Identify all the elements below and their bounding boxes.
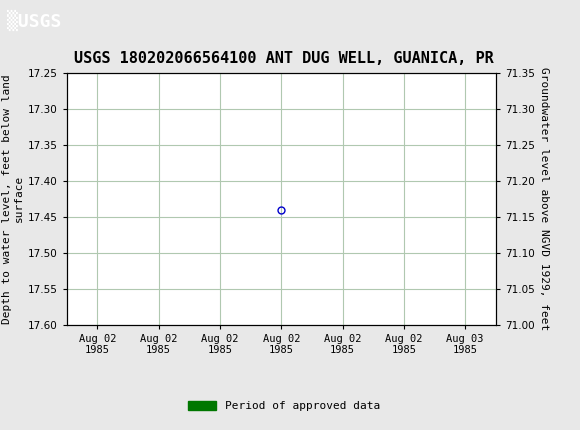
Legend: Period of approved data: Period of approved data [184,396,385,416]
Text: USGS 180202066564100 ANT DUG WELL, GUANICA, PR: USGS 180202066564100 ANT DUG WELL, GUANI… [74,51,494,65]
Y-axis label: Groundwater level above NGVD 1929, feet: Groundwater level above NGVD 1929, feet [539,67,549,331]
Text: ▒USGS: ▒USGS [7,9,61,31]
Y-axis label: Depth to water level, feet below land
surface: Depth to water level, feet below land su… [2,74,24,324]
